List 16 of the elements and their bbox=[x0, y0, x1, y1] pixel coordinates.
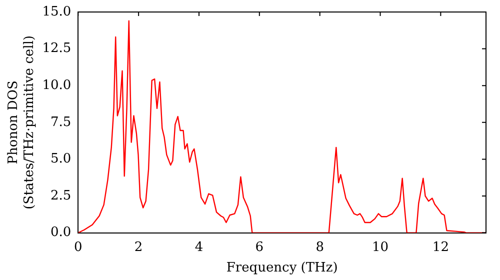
y-tick-label: 2.5 bbox=[50, 188, 72, 204]
x-tick-label: 4 bbox=[194, 240, 204, 255]
y-tick-label: 15.0 bbox=[42, 4, 72, 20]
y-tick-label: 7.5 bbox=[50, 114, 72, 130]
x-tick-label: 2 bbox=[134, 240, 143, 255]
x-tick-label: 12 bbox=[432, 240, 449, 255]
x-tick-label: 6 bbox=[255, 240, 264, 255]
y-tick-label: 0.0 bbox=[50, 225, 72, 240]
x-tick-label: 10 bbox=[372, 240, 389, 255]
x-tick-label: 8 bbox=[316, 240, 324, 255]
x-axis-title: Frequency (THz) bbox=[226, 260, 338, 276]
y-tick-label: 5.0 bbox=[50, 152, 72, 167]
y-axis-title: Phonon DOS (States/THz·primitive cell) bbox=[6, 35, 37, 210]
y-tick-label: 10.0 bbox=[42, 78, 72, 93]
y-tick-label: 12.5 bbox=[42, 41, 72, 56]
x-tick-label: 0 bbox=[74, 240, 82, 255]
